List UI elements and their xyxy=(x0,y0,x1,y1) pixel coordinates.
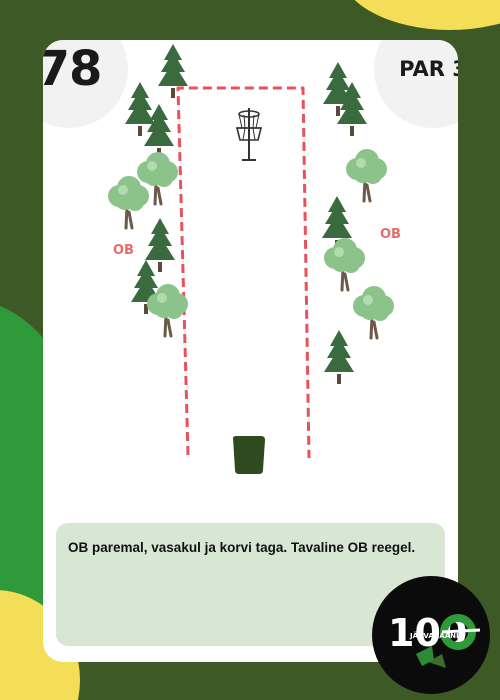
ob-left-label: OB xyxy=(113,243,134,258)
pine-tree-icon xyxy=(158,44,188,98)
jarva-jaani-logo: 100 JÄRVA-JAANI xyxy=(372,576,490,694)
oak-tree-icon xyxy=(106,174,151,230)
ob-right-label: OB xyxy=(380,227,401,242)
logo-name: JÄRVA-JAANI xyxy=(409,631,459,640)
oak-tree-icon xyxy=(322,236,367,292)
hole-number-badge: 78 xyxy=(43,40,128,128)
oak-tree-icon xyxy=(351,284,396,340)
ob-boundary-line xyxy=(176,86,311,459)
pine-tree-icon xyxy=(144,104,174,158)
disc-golf-basket-icon xyxy=(235,108,263,161)
logo-graphic: 100 JÄRVA-JAANI xyxy=(388,611,481,668)
pine-tree-icon xyxy=(324,330,354,384)
pine-tree-icon xyxy=(145,218,175,272)
par-label: PAR 3 xyxy=(399,57,458,81)
oak-tree-icon xyxy=(344,147,389,203)
notes-text: OB paremal, vasakul ja korvi taga. Taval… xyxy=(68,540,416,555)
yellow-corner-top-right xyxy=(340,0,500,30)
tee-pad-icon xyxy=(233,436,265,474)
hole-number: 78 xyxy=(43,41,102,97)
course-map xyxy=(106,44,396,474)
